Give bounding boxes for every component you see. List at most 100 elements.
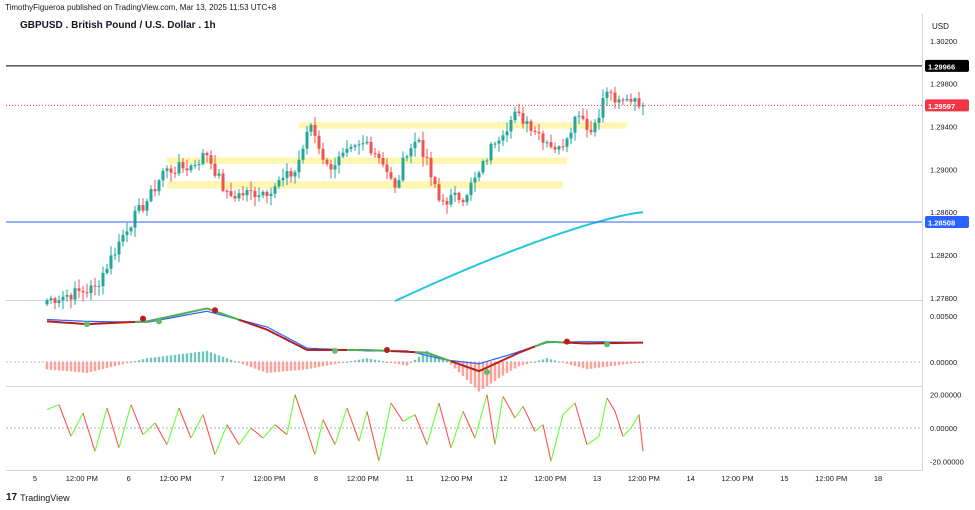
candle-body [425, 157, 429, 159]
candle-body [389, 172, 393, 179]
candle-body [77, 288, 81, 291]
macd-line-segment [250, 323, 256, 327]
price-axis-tick: 1.29400 [930, 122, 957, 131]
candle-body [89, 285, 93, 293]
candle-body [193, 165, 197, 167]
macd-line-segment [478, 368, 484, 373]
oscillator-line-segment [402, 414, 416, 422]
candle-body [61, 296, 65, 301]
macd-histogram-bar [349, 361, 353, 363]
macd-histogram-bar [345, 361, 349, 363]
macd-histogram-bar [229, 359, 233, 362]
macd-line-segment [534, 343, 540, 348]
macd-histogram-bar [569, 361, 573, 365]
macd-line-segment [542, 340, 548, 345]
candle-body [273, 186, 277, 194]
currency-label[interactable]: USD [932, 22, 949, 31]
macd-cross-marker [212, 307, 218, 314]
macd-histogram-bar [405, 361, 409, 366]
candle-body [97, 286, 101, 288]
macd-histogram-bar [209, 352, 213, 362]
price-label-text: 1.28508 [928, 219, 955, 228]
candle-body [233, 195, 237, 199]
oscillator-line-segment [142, 422, 156, 436]
macd-histogram-bar [341, 361, 345, 363]
oscillator-line-segment [82, 412, 96, 452]
oscillator-line-segment [606, 397, 616, 412]
macd-histogram-bar [457, 361, 461, 373]
macd-histogram-bar [125, 361, 129, 364]
macd-histogram-bar [281, 361, 285, 372]
candle-body [629, 98, 633, 102]
macd-histogram-bar [329, 361, 333, 365]
price-zone [299, 122, 627, 129]
candle-body [453, 192, 457, 196]
candle-body [137, 205, 141, 211]
oscillator-line-segment [638, 414, 644, 452]
candle-body [353, 145, 357, 147]
macd-histogram-bar [165, 355, 169, 362]
macd-histogram-bar [121, 361, 125, 365]
macd-histogram-bar [53, 361, 57, 371]
candle-body [585, 118, 589, 130]
macd-histogram-bar [321, 361, 325, 367]
macd-axis-tick: 0.00500 [930, 312, 957, 321]
macd-histogram-bar [57, 361, 61, 371]
macd-histogram-bar [69, 361, 73, 372]
candle-body [217, 173, 221, 176]
price-zone [167, 157, 567, 164]
macd-histogram-bar [401, 361, 405, 365]
macd-histogram-bar [609, 361, 613, 367]
macd-histogram-bar [409, 361, 413, 363]
macd-line-segment [490, 362, 496, 367]
symbol-title[interactable]: GBPUSD . British Pound / U.S. Dollar . 1… [20, 20, 216, 31]
time-axis-tick: 11 [406, 474, 414, 483]
macd-line-segment [474, 368, 480, 373]
candle-body [177, 162, 181, 174]
macd-line-segment [230, 315, 236, 320]
tradingview-logo[interactable]: 17 TradingView [6, 492, 70, 503]
macd-histogram-bar [189, 352, 193, 362]
candle-body [81, 290, 85, 293]
macd-histogram-bar [133, 361, 137, 363]
macd-histogram-bar [273, 361, 277, 373]
macd-histogram-bar [489, 361, 493, 384]
candle-body [277, 180, 281, 187]
macd-line-segment [298, 345, 304, 349]
candle-body [561, 146, 565, 148]
candle-body [357, 144, 361, 146]
candle-body [461, 200, 465, 203]
macd-cross-marker [604, 341, 610, 348]
macd-cross-marker [332, 347, 338, 354]
macd-line-segment [458, 363, 464, 367]
candle-body [401, 157, 405, 181]
time-axis-tick: 14 [686, 474, 694, 483]
candle-body [417, 140, 421, 142]
candle-body [113, 254, 117, 256]
macd-histogram-bar [265, 361, 269, 374]
candle-body [413, 141, 417, 149]
macd-histogram-bar [325, 361, 329, 366]
candle-body [333, 165, 337, 170]
macd-histogram-bar [85, 361, 89, 374]
macd-line-segment [426, 351, 432, 356]
macd-line-segment [302, 347, 308, 351]
macd-line-segment [510, 353, 516, 358]
price-label-box [925, 99, 969, 112]
candle-body [317, 135, 321, 149]
price-axis-tick: 1.28200 [930, 251, 957, 260]
candle-body [621, 99, 625, 101]
time-axis-tick: 6 [127, 474, 131, 483]
macd-histogram-bar [153, 357, 157, 362]
macd-histogram-bar [537, 360, 541, 362]
macd-histogram-bar [481, 361, 485, 389]
candle-body [133, 210, 137, 228]
candle-body [125, 231, 129, 235]
macd-histogram-bar [393, 361, 397, 364]
macd-line-segment [258, 325, 264, 330]
macd-line-segment [166, 315, 172, 319]
macd-histogram-bar [309, 361, 313, 369]
macd-histogram-bar [49, 361, 53, 370]
macd-cross-marker [564, 338, 570, 345]
